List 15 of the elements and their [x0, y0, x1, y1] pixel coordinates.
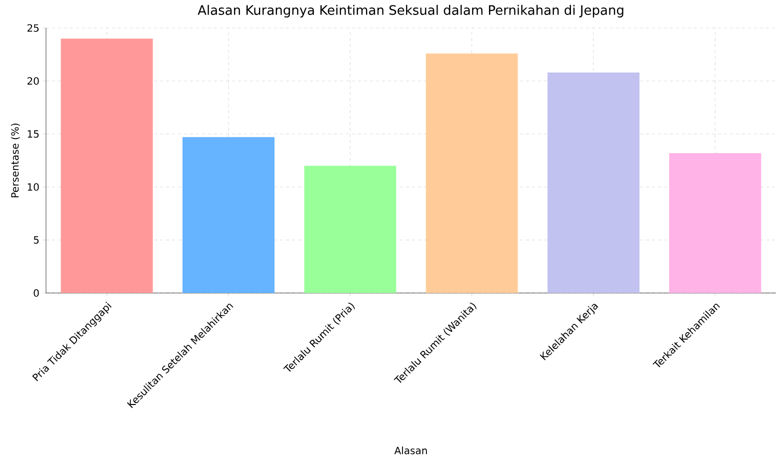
y-tick-label: 25 [27, 24, 39, 32]
bar [60, 38, 153, 293]
y-tick-label: 20 [27, 77, 39, 85]
chart-title: Alasan Kurangnya Keintiman Seksual dalam Pernikahan di Jepang [198, 4, 624, 18]
bar [182, 137, 274, 293]
bar [304, 166, 396, 293]
x-axis-title: Alasan [394, 446, 427, 454]
y-axis-title: Persentase (%) [10, 124, 20, 198]
y-tick-label: 15 [28, 130, 39, 138]
bar [669, 153, 762, 293]
y-tick-label: 10 [28, 183, 39, 191]
y-tick-label: 5 [34, 236, 39, 244]
y-tick-label: 0 [34, 289, 39, 297]
bar [548, 72, 640, 293]
bar [426, 53, 518, 293]
